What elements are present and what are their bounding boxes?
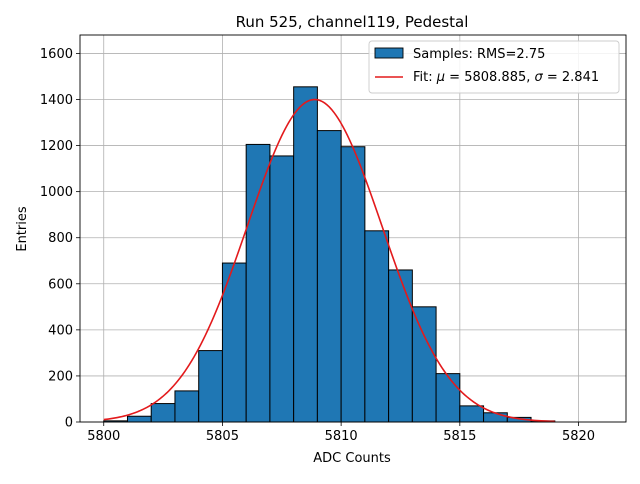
legend-box — [368, 40, 620, 94]
x-tick-label: 5805 — [206, 429, 239, 444]
histogram-bar — [388, 269, 413, 423]
plot-area — [79, 34, 627, 423]
histogram-bars — [103, 86, 556, 423]
y-tick-label: 400 — [48, 323, 73, 338]
histogram-bar — [483, 412, 508, 423]
histogram-bar — [364, 230, 390, 423]
y-tick-label: 1000 — [40, 185, 73, 200]
legend: Samples: RMS=2.75 Fit: μ = 5808.885, σ =… — [368, 40, 620, 94]
histogram-bar — [316, 130, 342, 423]
histogram-bar — [293, 86, 318, 423]
histogram-bar — [411, 306, 437, 423]
legend-fit-sigma-value: = 2.841 — [543, 70, 599, 85]
legend-samples-swatch — [374, 47, 404, 59]
histogram-bar — [150, 403, 176, 423]
legend-fit-mu-symbol: μ — [436, 70, 445, 85]
y-tick-label: 600 — [48, 277, 73, 292]
histogram-bar — [459, 405, 485, 423]
histogram-bar — [174, 390, 200, 423]
x-axis-ticks: 5800 5805 5810 5815 5820 — [87, 422, 595, 444]
y-axis-title: Entries — [15, 206, 30, 252]
y-tick-label: 200 — [48, 369, 73, 384]
histogram-bar — [126, 415, 152, 423]
y-tick-label: 1400 — [40, 93, 73, 108]
x-axis-title: ADC Counts — [313, 451, 391, 466]
y-axis-ticks: 0 200 400 600 800 1000 1200 1400 1600 — [40, 47, 80, 431]
histogram-bar — [245, 143, 271, 423]
histogram-bar — [340, 146, 366, 423]
fit-curve — [103, 98, 555, 423]
legend-fit-mu-value: = 5808.885, — [445, 70, 534, 85]
x-tick-label: 5815 — [443, 429, 476, 444]
legend-fit-prefix: Fit: — [413, 70, 437, 85]
x-tick-label: 5800 — [87, 429, 120, 444]
y-tick-label: 0 — [65, 416, 73, 431]
histogram-bar — [269, 155, 295, 423]
histogram-bar — [435, 373, 461, 423]
legend-fit-label: Fit: μ = 5808.885, σ = 2.841 — [413, 70, 599, 85]
legend-fit-sigma-symbol: σ — [535, 70, 544, 85]
y-tick-label: 1600 — [40, 47, 73, 62]
legend-samples-label: Samples: RMS=2.75 — [413, 47, 545, 62]
y-tick-label: 1200 — [40, 139, 73, 154]
x-tick-label: 5820 — [562, 429, 595, 444]
chart-title: Run 525, channel119, Pedestal — [236, 13, 469, 31]
x-tick-label: 5810 — [325, 429, 358, 444]
histogram-bar — [198, 350, 223, 423]
plot-frame — [79, 34, 627, 423]
y-tick-label: 800 — [48, 231, 73, 246]
